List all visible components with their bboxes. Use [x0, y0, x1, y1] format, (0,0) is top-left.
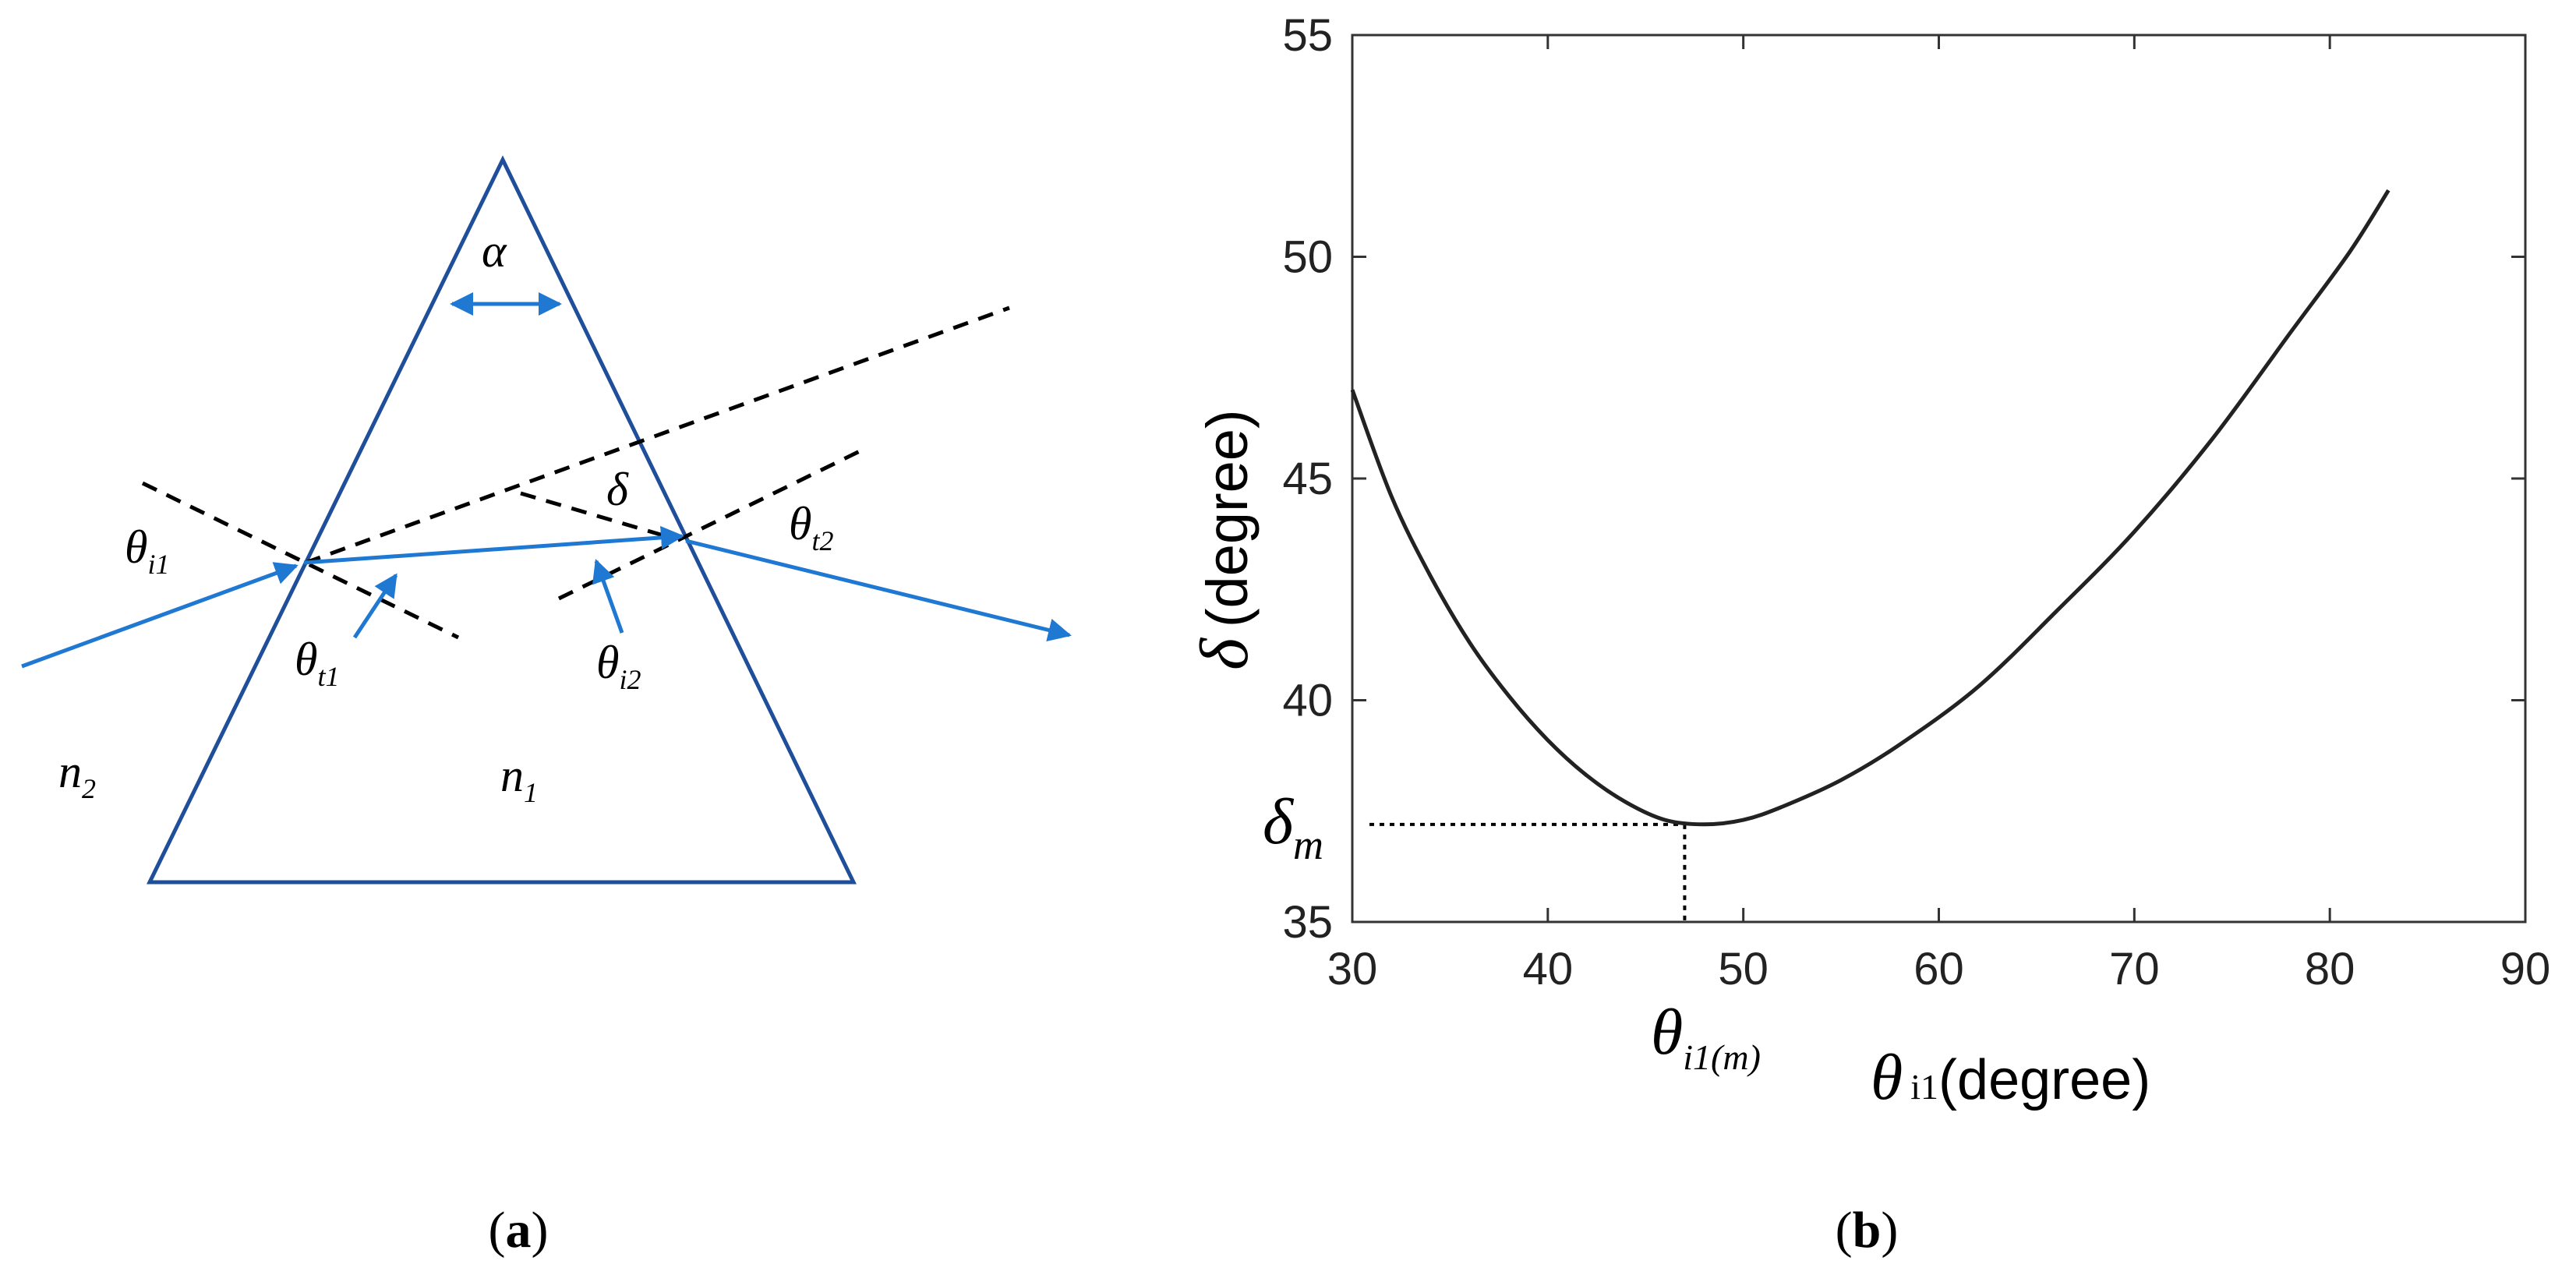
plot-frame — [1351, 34, 2527, 924]
prism-triangle — [146, 155, 857, 885]
theta-i2-pointer-arrow — [592, 559, 624, 634]
deviation-curve — [1350, 189, 2390, 827]
x-tick-label: 30 — [1327, 944, 1378, 994]
x-axis-ticks: 30 40 50 60 70 80 90 — [1327, 35, 2551, 994]
normal-line-exit — [557, 448, 863, 601]
normal-line-entry — [141, 481, 460, 640]
x-tick-label: 40 — [1523, 944, 1574, 994]
minimum-guide-lines — [1369, 822, 1687, 922]
y-axis-ticks: 35 40 45 50 55 — [1282, 10, 2525, 948]
incident-ray — [21, 562, 299, 669]
light-rays — [21, 292, 1072, 669]
x-tick-label: 80 — [2305, 944, 2355, 994]
refracted-ray — [303, 525, 684, 565]
theta-t1-label: θt1 — [295, 634, 340, 692]
n2-label: n2 — [58, 746, 96, 804]
n1-label: n1 — [500, 750, 538, 808]
delta-label: δ — [606, 464, 629, 515]
panel-b-caption: (b) — [1836, 1202, 1899, 1259]
y-tick-label: 40 — [1282, 676, 1333, 726]
x-tick-label: 90 — [2500, 944, 2551, 994]
theta-i2-label: θi2 — [596, 637, 641, 695]
theta-t1-pointer-arrow — [352, 573, 398, 639]
theta-t2-label: θt2 — [789, 498, 834, 556]
theta-i1-label: θi1 — [125, 521, 170, 580]
panel-a-caption: (a) — [489, 1202, 549, 1259]
theta-i1m-annotation: θi1(m) — [1651, 996, 1761, 1077]
y-axis-label: δ(degree) — [1187, 409, 1263, 670]
y-tick-label: 55 — [1282, 10, 1333, 61]
delta-m-annotation: δm — [1263, 786, 1323, 868]
x-tick-label: 70 — [2109, 944, 2160, 994]
emergent-ray — [685, 539, 1072, 642]
deviation-reference-line — [520, 491, 677, 542]
y-tick-label: 35 — [1282, 897, 1333, 948]
panel-a-prism-diagram: α δ θi1 θt1 θi2 θt2 n2 n1 (a) — [21, 155, 1072, 1259]
y-tick-label: 50 — [1282, 232, 1333, 283]
panel-b-deviation-chart: 30 40 50 60 70 80 90 35 40 45 50 55 δm θi1(m) θ i1(… — [1187, 10, 2550, 1259]
x-axis-label: θ i1(degree) — [1871, 1041, 2150, 1114]
alpha-label: α — [482, 225, 507, 277]
x-tick-label: 60 — [1913, 944, 1964, 994]
incident-ray-extension — [305, 305, 1010, 565]
x-tick-label: 50 — [1718, 944, 1769, 994]
y-tick-label: 45 — [1282, 454, 1333, 504]
